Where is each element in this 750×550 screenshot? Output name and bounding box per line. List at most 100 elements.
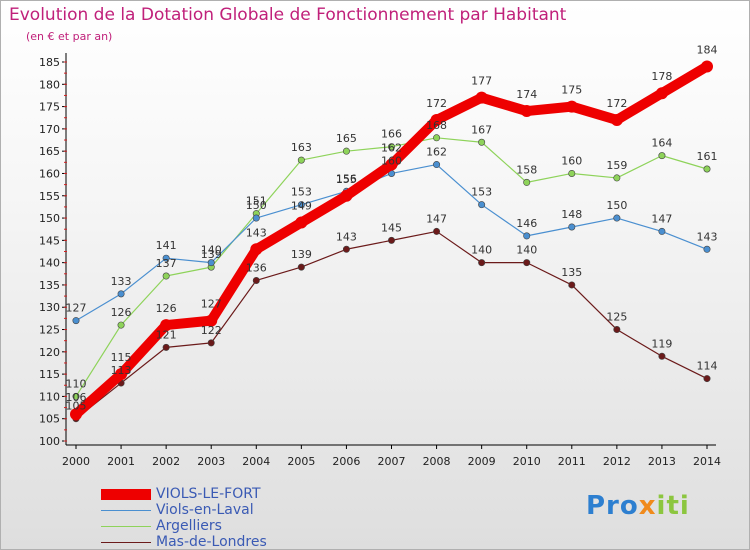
data-point-argelliers bbox=[658, 152, 666, 160]
legend-swatch bbox=[101, 510, 151, 511]
data-point-viols-en-laval bbox=[162, 254, 170, 262]
chart-title: Evolution de la Dotation Globale de Fonc… bbox=[9, 5, 567, 25]
data-label-viols-en-laval: 153 bbox=[291, 186, 312, 199]
data-label-viols-le-fort: 162 bbox=[381, 142, 402, 155]
proxiti-logo: Proxiti bbox=[586, 491, 690, 521]
data-label-viols-le-fort: 126 bbox=[156, 302, 177, 315]
data-label-viols-en-laval: 148 bbox=[561, 208, 582, 221]
y-tick-label: 185 bbox=[39, 56, 60, 69]
data-label-viols-le-fort: 149 bbox=[291, 200, 312, 213]
data-point-argelliers bbox=[703, 165, 711, 173]
data-point-viols-le-fort bbox=[205, 314, 218, 327]
data-point-mas-de-londres bbox=[658, 352, 666, 360]
legend-label: Argelliers bbox=[156, 518, 222, 534]
x-tick-label: 2002 bbox=[152, 455, 180, 468]
data-label-viols-en-laval: 127 bbox=[66, 302, 87, 315]
y-tick-label: 130 bbox=[39, 301, 60, 314]
data-label-viols-en-laval: 156 bbox=[336, 172, 357, 185]
y-tick-label: 115 bbox=[39, 368, 60, 381]
legend-swatch bbox=[101, 489, 151, 500]
data-label-argelliers: 126 bbox=[111, 306, 132, 319]
data-label-argelliers: 110 bbox=[66, 377, 87, 390]
data-label-viols-en-laval: 140 bbox=[201, 244, 222, 257]
data-label-mas-de-londres: 136 bbox=[246, 261, 267, 274]
x-tick-label: 2008 bbox=[423, 455, 451, 468]
data-point-viols-le-fort bbox=[385, 158, 398, 171]
y-tick-label: 180 bbox=[39, 78, 60, 91]
y-tick-label: 155 bbox=[39, 190, 60, 203]
chart-subtitle: (en € et par an) bbox=[26, 30, 113, 43]
data-label-viols-le-fort: 106 bbox=[66, 391, 87, 404]
data-point-argelliers bbox=[613, 174, 621, 182]
data-label-argelliers: 151 bbox=[246, 195, 267, 208]
x-tick-label: 2005 bbox=[287, 455, 315, 468]
axes: 1001051101151201251301351401451501551601… bbox=[39, 53, 721, 468]
legend-label: Viols-en-Laval bbox=[156, 502, 254, 518]
data-point-mas-de-londres bbox=[613, 326, 621, 334]
data-label-viols-en-laval: 150 bbox=[606, 199, 627, 212]
data-label-argelliers: 161 bbox=[697, 150, 718, 163]
data-label-mas-de-londres: 122 bbox=[201, 324, 222, 337]
data-point-mas-de-londres bbox=[703, 375, 711, 383]
data-label-viols-en-laval: 147 bbox=[651, 212, 672, 225]
data-label-mas-de-londres: 140 bbox=[471, 244, 492, 257]
data-label-argelliers: 168 bbox=[426, 119, 447, 132]
data-label-mas-de-londres: 139 bbox=[291, 248, 312, 261]
data-label-mas-de-londres: 105 bbox=[66, 400, 87, 413]
x-tick-label: 2000 bbox=[62, 455, 90, 468]
data-label-viols-le-fort: 127 bbox=[201, 298, 222, 311]
data-point-argelliers bbox=[568, 169, 576, 177]
y-tick-label: 140 bbox=[39, 257, 60, 270]
data-point-mas-de-londres bbox=[207, 339, 215, 347]
data-point-viols-le-fort bbox=[250, 243, 263, 256]
data-point-viols-en-laval bbox=[613, 214, 621, 222]
data-point-mas-de-londres bbox=[478, 259, 486, 267]
y-tick-label: 110 bbox=[39, 390, 60, 403]
data-point-viols-le-fort bbox=[610, 113, 623, 126]
data-point-viols-le-fort bbox=[160, 319, 173, 332]
data-label-argelliers: 166 bbox=[381, 128, 402, 141]
series-layer bbox=[70, 60, 713, 423]
data-label-viols-en-laval: 146 bbox=[516, 217, 537, 230]
y-tick-label: 145 bbox=[39, 234, 60, 247]
data-point-mas-de-londres bbox=[162, 343, 170, 351]
data-label-argelliers: 137 bbox=[156, 257, 177, 270]
data-point-argelliers bbox=[297, 156, 305, 164]
data-point-viols-en-laval bbox=[523, 232, 531, 240]
data-point-mas-de-londres bbox=[568, 281, 576, 289]
data-label-viols-le-fort: 174 bbox=[516, 88, 537, 101]
y-tick-label: 175 bbox=[39, 101, 60, 114]
data-label-argelliers: 158 bbox=[516, 163, 537, 176]
data-label-viols-en-laval: 160 bbox=[381, 154, 402, 167]
x-tick-label: 2007 bbox=[378, 455, 406, 468]
data-label-mas-de-londres: 135 bbox=[561, 266, 582, 279]
y-tick-label: 125 bbox=[39, 324, 60, 337]
y-tick-label: 135 bbox=[39, 279, 60, 292]
data-label-mas-de-londres: 113 bbox=[111, 364, 132, 377]
data-label-viols-en-laval: 162 bbox=[426, 146, 447, 159]
data-point-mas-de-londres bbox=[523, 259, 531, 267]
data-point-viols-le-fort bbox=[340, 189, 353, 202]
data-label-viols-en-laval: 143 bbox=[697, 230, 718, 243]
x-tick-label: 2011 bbox=[558, 455, 586, 468]
data-point-viols-en-laval bbox=[252, 214, 260, 222]
data-point-viols-le-fort bbox=[430, 113, 443, 126]
data-point-mas-de-londres bbox=[433, 227, 441, 235]
data-label-viols-en-laval: 141 bbox=[156, 239, 177, 252]
data-label-viols-le-fort: 175 bbox=[561, 84, 582, 97]
data-label-mas-de-londres: 121 bbox=[156, 328, 177, 341]
data-label-viols-le-fort: 184 bbox=[697, 43, 718, 56]
x-tick-label: 2004 bbox=[242, 455, 270, 468]
y-tick-label: 150 bbox=[39, 212, 60, 225]
data-label-argelliers: 165 bbox=[336, 132, 357, 145]
x-tick-label: 2012 bbox=[603, 455, 631, 468]
legend-label: Mas-de-Londres bbox=[156, 534, 267, 550]
data-label-viols-le-fort: 177 bbox=[471, 75, 492, 88]
data-label-viols-le-fort: 178 bbox=[651, 70, 672, 83]
data-point-viols-en-laval bbox=[297, 201, 305, 209]
data-label-viols-le-fort: 143 bbox=[246, 226, 267, 239]
data-label-mas-de-londres: 140 bbox=[516, 244, 537, 257]
data-point-argelliers bbox=[72, 392, 80, 400]
data-point-viols-le-fort bbox=[565, 100, 578, 113]
data-point-viols-en-laval bbox=[568, 223, 576, 231]
